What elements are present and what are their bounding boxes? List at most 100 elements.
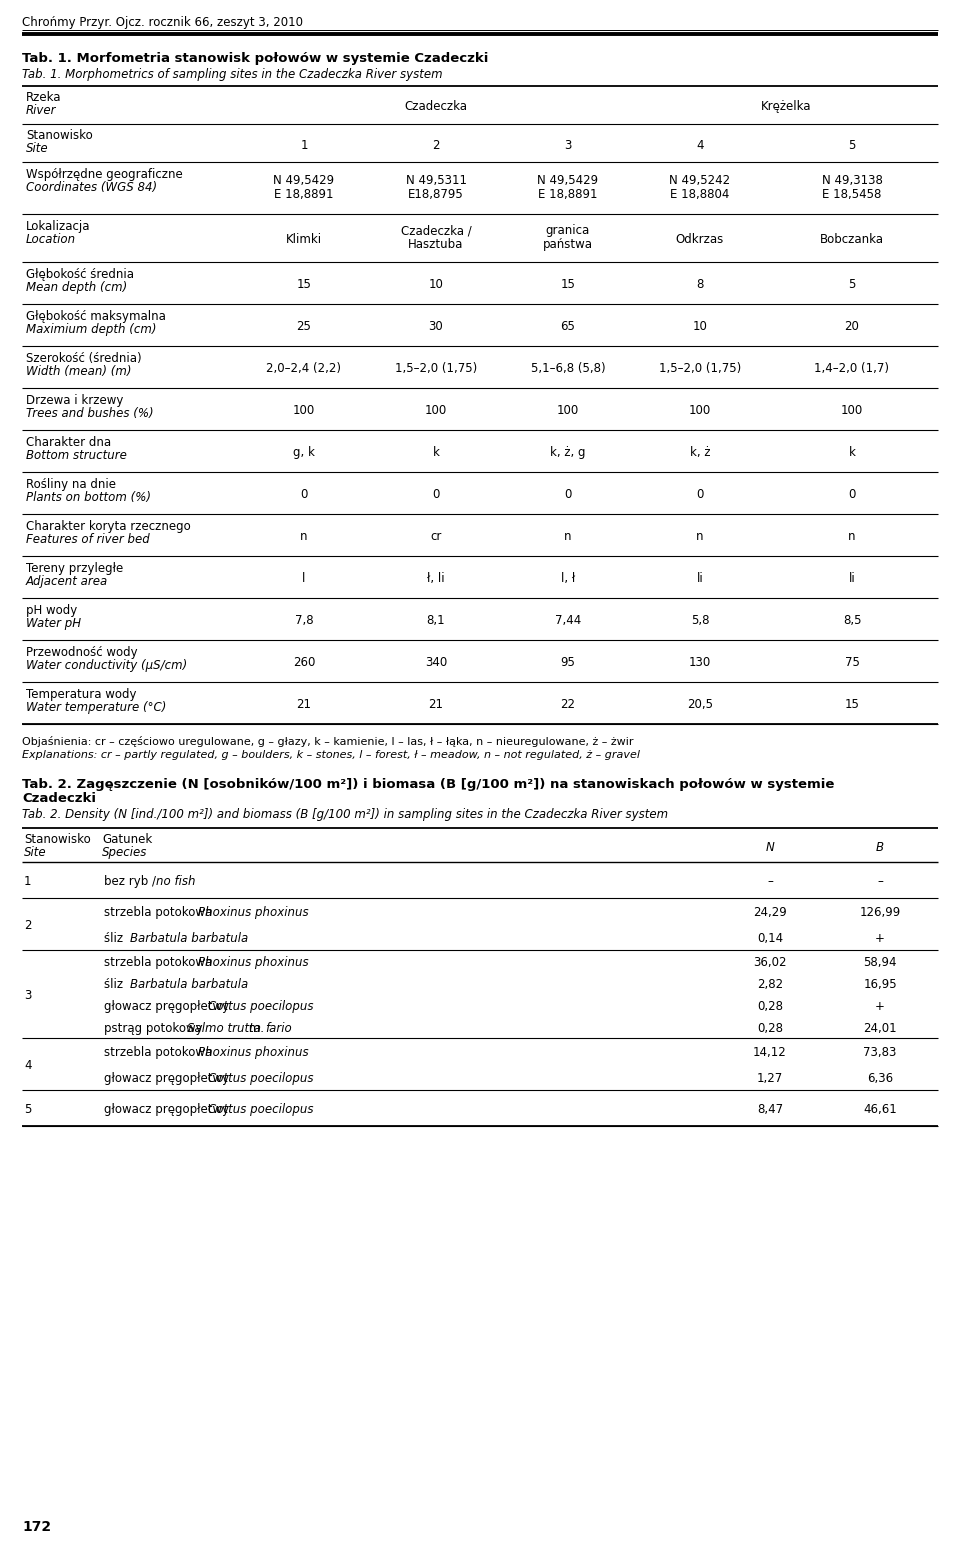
Text: 7,44: 7,44 <box>555 614 581 628</box>
Text: Coordinates (WGS 84): Coordinates (WGS 84) <box>26 180 157 194</box>
Text: 20,5: 20,5 <box>687 699 713 711</box>
Text: 1,27: 1,27 <box>756 1072 783 1086</box>
Text: 172: 172 <box>22 1520 51 1534</box>
Text: 3: 3 <box>24 988 32 1002</box>
Text: Krężelka: Krężelka <box>760 100 811 113</box>
Text: głowacz pręgopłetwy: głowacz pręgopłetwy <box>104 1001 233 1013</box>
Text: ł, li: ł, li <box>427 572 444 584</box>
Text: 2,0–2,4 (2,2): 2,0–2,4 (2,2) <box>267 362 342 375</box>
Text: Gatunek: Gatunek <box>102 833 153 847</box>
Text: 5: 5 <box>849 278 855 291</box>
Text: 5,8: 5,8 <box>691 614 709 628</box>
Text: pH wody: pH wody <box>26 604 77 617</box>
Text: 7,8: 7,8 <box>295 614 313 628</box>
Text: 130: 130 <box>689 655 711 669</box>
Text: Bobczanka: Bobczanka <box>820 233 884 247</box>
Text: m.: m. <box>245 1022 267 1035</box>
Text: Water conductivity (µS/cm): Water conductivity (µS/cm) <box>26 658 187 672</box>
Text: Bottom structure: Bottom structure <box>26 449 127 463</box>
Text: Explanations: cr – partly regulated, g – boulders, k – stones, l – forest, ł – m: Explanations: cr – partly regulated, g –… <box>22 749 640 760</box>
Text: Plants on bottom (%): Plants on bottom (%) <box>26 490 151 504</box>
Text: 0: 0 <box>849 487 855 501</box>
Text: 15: 15 <box>561 278 575 291</box>
Text: 0: 0 <box>696 487 704 501</box>
Text: –: – <box>877 874 883 888</box>
Text: B: B <box>876 840 884 854</box>
Text: Cottus poecilopus: Cottus poecilopus <box>208 1001 314 1013</box>
Text: 1: 1 <box>24 874 32 888</box>
Text: n: n <box>849 530 855 543</box>
Text: 75: 75 <box>845 655 859 669</box>
Text: Głębokość średnia: Głębokość średnia <box>26 268 134 281</box>
Text: Water temperature (°C): Water temperature (°C) <box>26 702 166 714</box>
Text: 15: 15 <box>297 278 311 291</box>
Text: Rośliny na dnie: Rośliny na dnie <box>26 478 116 490</box>
Text: –: – <box>767 874 773 888</box>
Text: fario: fario <box>265 1022 292 1035</box>
Text: Width (mean) (m): Width (mean) (m) <box>26 365 132 378</box>
Text: pstrąg potokowy: pstrąg potokowy <box>104 1022 206 1035</box>
Text: E 18,8891: E 18,8891 <box>539 188 598 200</box>
Text: l, ł: l, ł <box>561 572 575 584</box>
Text: 4: 4 <box>24 1059 32 1072</box>
Text: 0: 0 <box>432 487 440 501</box>
Text: Tab. 2. Zagęszczenie (N [osobników/100 m²]) i biomasa (B [g/100 m²]) na stanowis: Tab. 2. Zagęszczenie (N [osobników/100 m… <box>22 779 834 791</box>
Text: 95: 95 <box>561 655 575 669</box>
Text: 8,5: 8,5 <box>843 614 861 628</box>
Text: 5: 5 <box>24 1103 32 1116</box>
Text: N 49,5429: N 49,5429 <box>538 174 599 187</box>
Text: 2: 2 <box>24 919 32 931</box>
Text: 8,47: 8,47 <box>756 1103 783 1116</box>
Text: Mean depth (cm): Mean depth (cm) <box>26 281 128 295</box>
Text: Tereny przyległe: Tereny przyległe <box>26 561 123 575</box>
Text: Trees and bushes (%): Trees and bushes (%) <box>26 407 154 419</box>
Text: Czadeczki: Czadeczki <box>22 793 96 805</box>
Text: Barbatula barbatula: Barbatula barbatula <box>130 978 249 992</box>
Text: Stanowisko: Stanowisko <box>26 130 93 142</box>
Text: Site: Site <box>26 142 49 156</box>
Text: Water pH: Water pH <box>26 617 82 631</box>
Text: N 49,3138: N 49,3138 <box>822 174 882 187</box>
Text: Cottus poecilopus: Cottus poecilopus <box>208 1103 314 1116</box>
Text: Głębokość maksymalna: Głębokość maksymalna <box>26 310 166 322</box>
Text: Rzeka: Rzeka <box>26 91 61 103</box>
Text: Phoxinus phoxinus: Phoxinus phoxinus <box>198 907 308 919</box>
Text: 100: 100 <box>841 404 863 416</box>
Text: k, ż: k, ż <box>689 446 710 460</box>
Text: państwa: państwa <box>543 237 593 251</box>
Text: Phoxinus phoxinus: Phoxinus phoxinus <box>198 956 308 968</box>
Text: N: N <box>766 840 775 854</box>
Text: N 49,5311: N 49,5311 <box>405 174 467 187</box>
Text: 4: 4 <box>696 139 704 153</box>
Text: Lokalizacja: Lokalizacja <box>26 221 90 233</box>
Text: 2: 2 <box>432 139 440 153</box>
Text: l: l <box>302 572 305 584</box>
Text: Czadeczka: Czadeczka <box>404 100 468 113</box>
Text: granica: granica <box>546 224 590 237</box>
Text: g, k: g, k <box>293 446 315 460</box>
Text: 8: 8 <box>696 278 704 291</box>
Text: Site: Site <box>24 847 47 859</box>
Text: Charakter koryta rzecznego: Charakter koryta rzecznego <box>26 520 191 534</box>
Text: Klimki: Klimki <box>286 233 322 247</box>
Text: Stanowisko: Stanowisko <box>24 833 91 847</box>
Text: 10: 10 <box>428 278 444 291</box>
Text: 5,1–6,8 (5,8): 5,1–6,8 (5,8) <box>531 362 606 375</box>
Text: Species: Species <box>102 847 148 859</box>
Text: Salmo trutta: Salmo trutta <box>187 1022 261 1035</box>
Text: 16,95: 16,95 <box>863 978 897 992</box>
Text: 3: 3 <box>564 139 572 153</box>
Text: 10: 10 <box>692 321 708 333</box>
Text: Odkrzas: Odkrzas <box>676 233 724 247</box>
Text: Temperatura wody: Temperatura wody <box>26 688 136 702</box>
Text: strzebla potokowa: strzebla potokowa <box>104 907 216 919</box>
Text: 36,02: 36,02 <box>754 956 787 968</box>
Text: 1: 1 <box>300 139 308 153</box>
Text: 14,12: 14,12 <box>754 1045 787 1059</box>
Text: 100: 100 <box>293 404 315 416</box>
Text: Phoxinus phoxinus: Phoxinus phoxinus <box>198 1045 308 1059</box>
Text: N 49,5242: N 49,5242 <box>669 174 731 187</box>
Text: głowacz pręgopłetwy: głowacz pręgopłetwy <box>104 1072 233 1086</box>
Text: 0: 0 <box>564 487 572 501</box>
Text: Tab. 1. Morfometria stanowisk połowów w systemie Czadeczki: Tab. 1. Morfometria stanowisk połowów w … <box>22 52 489 65</box>
